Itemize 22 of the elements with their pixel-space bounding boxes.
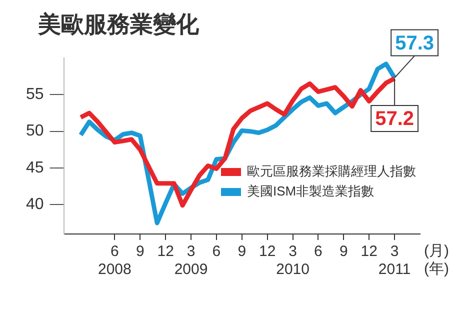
y-tick-label: 55 bbox=[26, 86, 44, 104]
x-axis-title: (月) (年) bbox=[424, 242, 449, 278]
legend-label: 歐元區服務業採購經理人指數 bbox=[247, 164, 416, 179]
chart-title: 美歐服務業變化 bbox=[37, 10, 200, 37]
x-tick-label: 6 2008 bbox=[98, 243, 132, 278]
y-tick-label: 50 bbox=[26, 122, 44, 140]
x-tick-label: 12 bbox=[157, 243, 174, 260]
annotation: 57.3 bbox=[395, 32, 434, 54]
x-tick-label: 6 bbox=[212, 243, 221, 260]
x-tick-label: 3 2010 bbox=[276, 243, 310, 278]
annotation: 57.2 bbox=[375, 108, 414, 130]
x-tick-label: 12 bbox=[259, 243, 276, 260]
x-tick-label: 9 bbox=[238, 243, 246, 260]
y-tick-label: 45 bbox=[26, 159, 44, 176]
x-tick-label: 9 bbox=[340, 243, 348, 260]
x-tick-label: 9 bbox=[136, 243, 144, 260]
x-tick-label: 3 2011 bbox=[378, 243, 411, 278]
x-tick-label: 3 2009 bbox=[174, 243, 208, 278]
y-tick-label: 40 bbox=[26, 196, 44, 214]
x-tick-label: 6 bbox=[314, 243, 322, 260]
x-tick-label: 12 bbox=[360, 243, 378, 260]
legend-label: 美國ISM非製造業指數 bbox=[247, 184, 374, 199]
